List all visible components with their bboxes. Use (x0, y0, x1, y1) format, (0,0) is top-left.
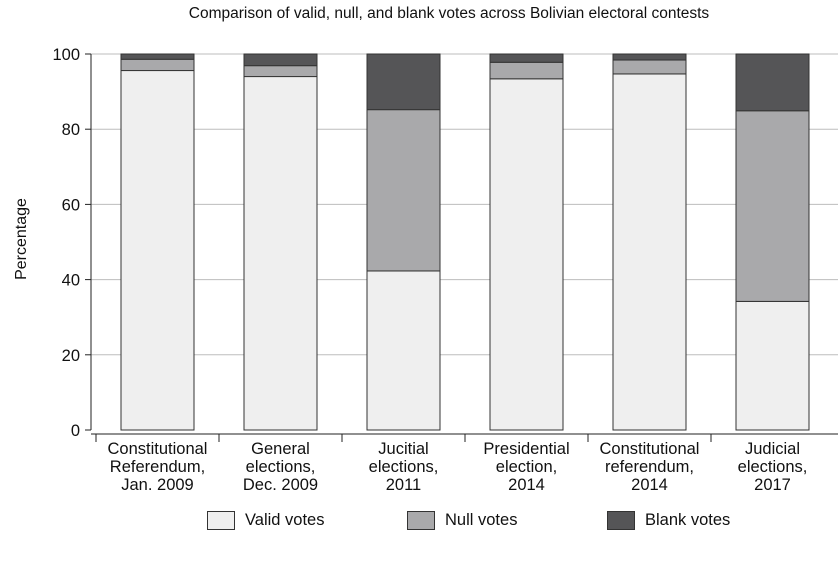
bar-blank-votes (489, 53, 564, 63)
stacked-bar-chart: 0 20 40 60 80 100 Constitutional Referendum, Jan… (52, 46, 838, 494)
bar-valid-votes (612, 73, 687, 431)
legend-item-blank-votes: Blank votes (607, 511, 730, 530)
bar-valid-votes (243, 76, 318, 431)
y-tick-label: 20 (62, 347, 80, 365)
bar-null-votes (735, 110, 810, 302)
bar-blank-votes (366, 53, 441, 111)
x-tick-label: Presidential election, 2014 (483, 440, 569, 494)
bar-null-votes (120, 58, 195, 72)
bar-blank-votes (243, 53, 318, 67)
y-tick-label: 80 (62, 121, 80, 139)
chart-title: Comparison of valid, null, and blank vot… (188, 5, 710, 22)
legend-item-null-votes: Null votes (407, 511, 517, 530)
y-tick-label: 100 (52, 46, 80, 64)
legend-label-null-votes: Null votes (445, 511, 518, 529)
bar-null-votes (366, 109, 441, 272)
bar-null-votes (489, 61, 564, 80)
legend-label-blank-votes: Blank votes (645, 511, 731, 529)
y-tick-label: 0 (71, 422, 80, 440)
bar-valid-votes (366, 270, 441, 431)
y-tick-label: 40 (62, 272, 80, 290)
bar-blank-votes (120, 53, 195, 60)
bar-valid-votes (735, 300, 810, 431)
x-tick-label: Jucitial elections, 2011 (369, 440, 439, 494)
legend-swatch-null-votes (407, 511, 435, 530)
legend-item-valid-votes: Valid votes (207, 511, 325, 530)
legend-swatch-valid-votes (207, 511, 235, 530)
bar-null-votes (243, 65, 318, 78)
bar-valid-votes (489, 78, 564, 431)
legend-label-valid-votes: Valid votes (245, 511, 325, 529)
bar-blank-votes (735, 53, 810, 112)
x-tick-label: Judicial elections, 2017 (738, 440, 808, 494)
x-tick-label: General elections, Dec. 2009 (243, 440, 318, 494)
bar-valid-votes (120, 70, 195, 431)
x-tick-label: Constitutional Referendum, Jan. 2009 (108, 440, 208, 494)
bar-blank-votes (612, 53, 687, 61)
legend: Valid votes Null votes Blank votes (0, 511, 838, 537)
y-tick-label: 60 (62, 196, 80, 214)
bar-null-votes (612, 59, 687, 75)
legend-swatch-blank-votes (607, 511, 635, 530)
x-tick-label: Constitutional referendum, 2014 (600, 440, 700, 494)
